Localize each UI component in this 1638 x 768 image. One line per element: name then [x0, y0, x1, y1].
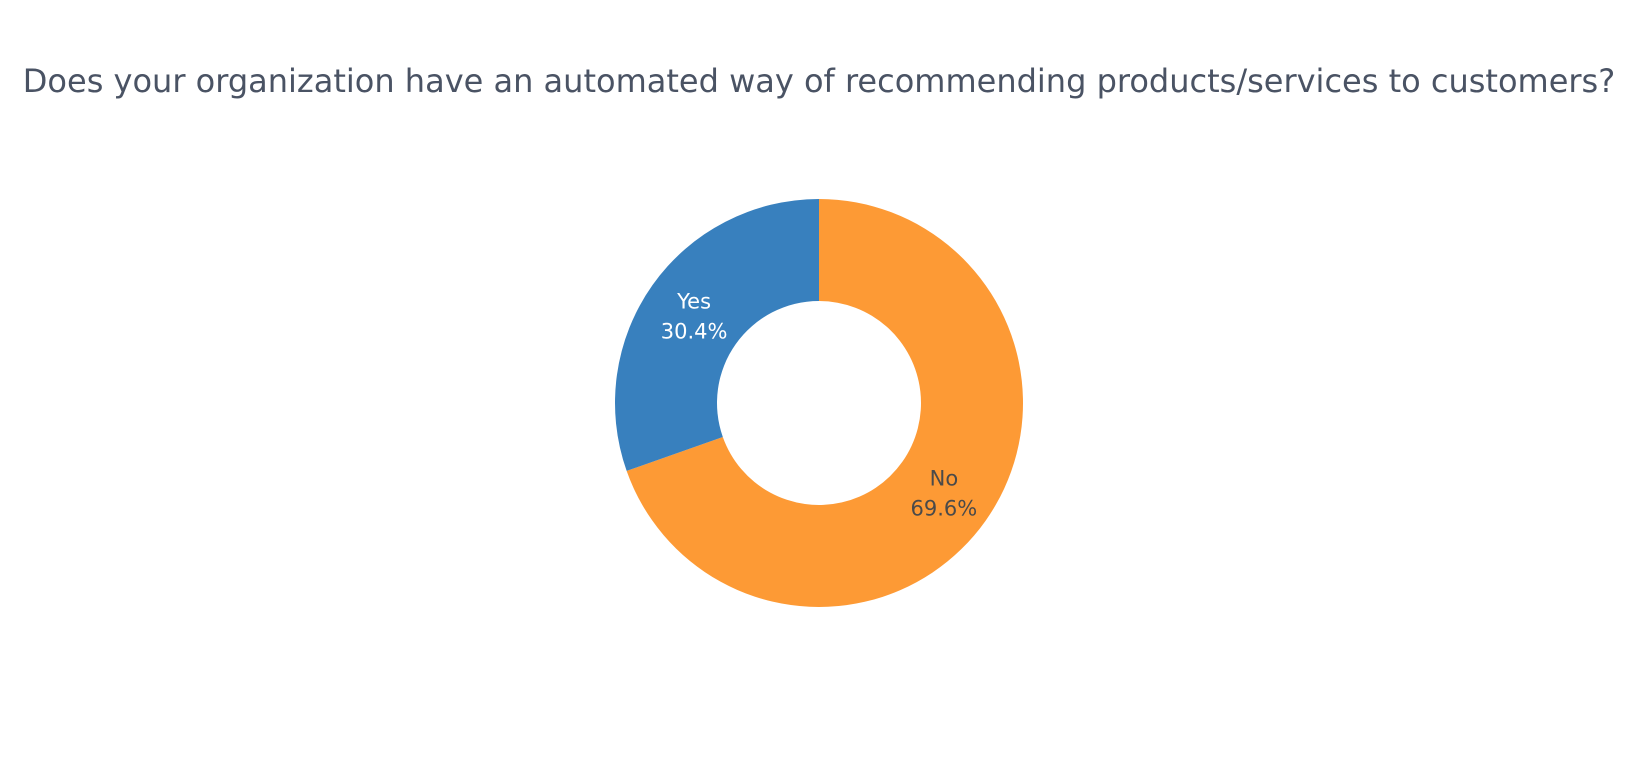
slice-category-label: Yes [676, 290, 711, 314]
slice-label-no: No 69.6% [911, 466, 978, 520]
slice-yes[interactable] [615, 199, 819, 471]
slice-percent-label: 69.6% [911, 496, 978, 520]
slice-no[interactable] [626, 199, 1024, 608]
slice-category-label: No [930, 466, 959, 490]
chart-title: Does your organization have an automated… [22, 62, 1616, 100]
slice-percent-label: 30.4% [661, 320, 728, 344]
slice-label-yes: Yes 30.4% [661, 290, 728, 344]
labels-layer: No 69.6% Yes 30.4% [661, 290, 978, 521]
slices-layer [615, 199, 1024, 608]
